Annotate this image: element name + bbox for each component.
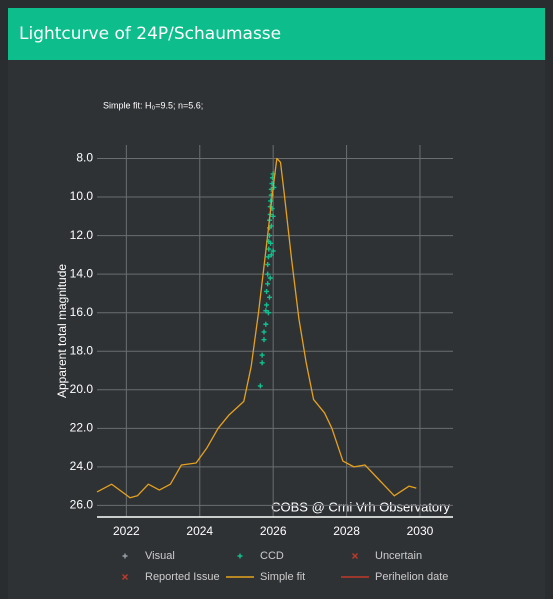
x-tick-label: 2030 bbox=[407, 524, 434, 538]
data-point bbox=[264, 288, 270, 294]
legend-swatch bbox=[237, 553, 243, 559]
data-point bbox=[265, 254, 271, 260]
y-tick-label: 26.0 bbox=[70, 498, 94, 512]
legend-label: Reported Issue bbox=[145, 571, 220, 583]
data-point bbox=[261, 329, 267, 335]
chart-subtitle: Simple fit: H₀=9.5; n=5.6; bbox=[103, 100, 203, 110]
data-point bbox=[265, 310, 271, 316]
annotation: COBS @ Crni Vrh Observatory bbox=[271, 499, 450, 514]
fit-line bbox=[96, 157, 417, 499]
data-point bbox=[268, 252, 274, 258]
panel: Lightcurve of 24P/Schaumasse bbox=[8, 8, 545, 599]
y-tick-label: 8.0 bbox=[76, 151, 93, 165]
data-point bbox=[265, 271, 271, 277]
x-tick-label: 2028 bbox=[333, 524, 360, 538]
data-point bbox=[266, 246, 272, 252]
x-tick-label: 2026 bbox=[260, 524, 287, 538]
y-axis-label: Apparent total magnitude bbox=[55, 264, 69, 398]
data-point bbox=[268, 240, 274, 246]
y-tick-label: 10.0 bbox=[70, 189, 94, 203]
data-point bbox=[267, 275, 273, 281]
legend-swatch bbox=[122, 553, 128, 559]
data-point bbox=[265, 281, 271, 287]
data-point bbox=[268, 198, 274, 204]
panel-title: Lightcurve of 24P/Schaumasse bbox=[8, 8, 545, 60]
data-point bbox=[263, 321, 269, 327]
legend-label: CCD bbox=[260, 550, 284, 562]
y-tick-label: 24.0 bbox=[70, 459, 94, 473]
data-point bbox=[268, 223, 274, 229]
y-tick-label: 18.0 bbox=[70, 343, 94, 357]
legend-label: Simple fit bbox=[260, 571, 305, 583]
data-point bbox=[268, 192, 274, 198]
y-tick-label: 22.0 bbox=[70, 421, 94, 435]
data-point bbox=[261, 337, 267, 343]
legend-swatch bbox=[122, 574, 128, 580]
y-tick-label: 14.0 bbox=[70, 266, 94, 280]
data-point bbox=[259, 360, 265, 366]
legend-swatch bbox=[352, 553, 358, 559]
data-point bbox=[263, 308, 269, 314]
legend-label: Visual bbox=[145, 550, 175, 562]
data-point bbox=[264, 302, 270, 308]
data-point bbox=[259, 352, 265, 358]
data-point bbox=[270, 213, 276, 219]
y-tick-label: 20.0 bbox=[70, 382, 94, 396]
x-tick-label: 2024 bbox=[186, 524, 213, 538]
data-point bbox=[257, 383, 263, 389]
x-tick-label: 2022 bbox=[113, 524, 140, 538]
data-point bbox=[266, 294, 272, 300]
y-tick-label: 16.0 bbox=[70, 305, 94, 319]
legend-label: Perihelion date bbox=[375, 571, 448, 583]
data-point bbox=[270, 248, 276, 254]
data-point bbox=[265, 262, 271, 268]
y-tick-label: 12.0 bbox=[70, 228, 94, 242]
legend-label: Uncertain bbox=[375, 550, 422, 562]
